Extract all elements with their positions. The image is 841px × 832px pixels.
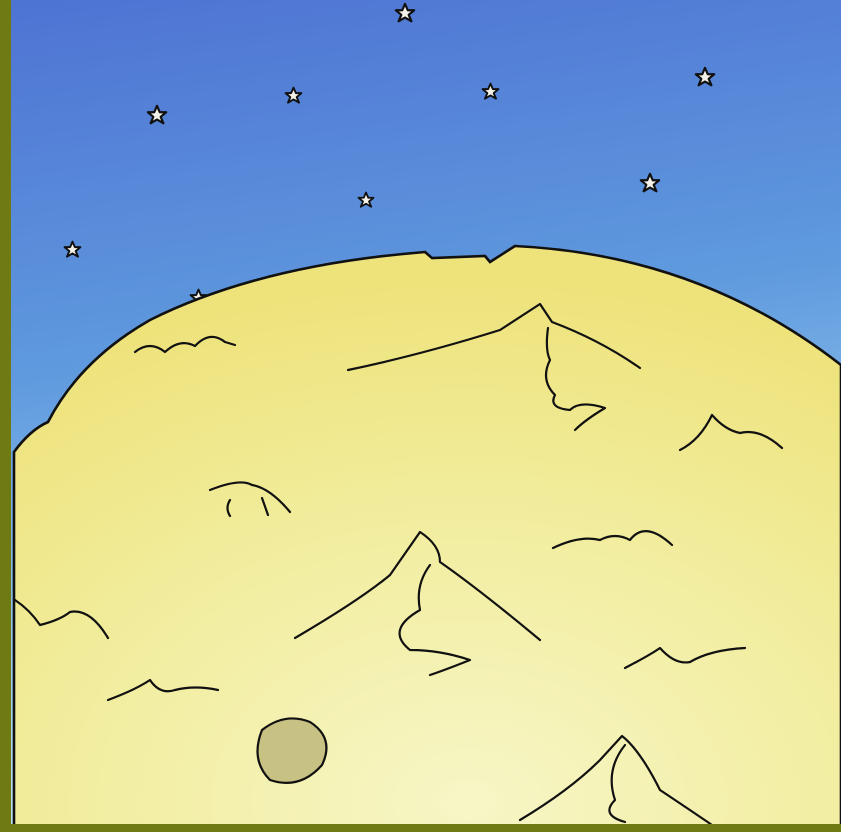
ridge — [346, 302, 642, 372]
ridge — [678, 413, 784, 452]
ridge — [551, 530, 674, 550]
mountain — [608, 743, 627, 824]
mountains — [13, 302, 784, 827]
ridge — [106, 678, 220, 702]
ridge — [13, 598, 110, 640]
left-border — [0, 0, 11, 832]
ridge — [208, 481, 292, 518]
mountain — [398, 563, 472, 677]
mountain — [518, 734, 714, 827]
ridge — [623, 646, 747, 670]
mountain — [293, 530, 542, 642]
ridge — [133, 335, 237, 354]
ridge — [544, 326, 607, 432]
crater — [256, 717, 328, 784]
bottom-border — [0, 824, 841, 832]
